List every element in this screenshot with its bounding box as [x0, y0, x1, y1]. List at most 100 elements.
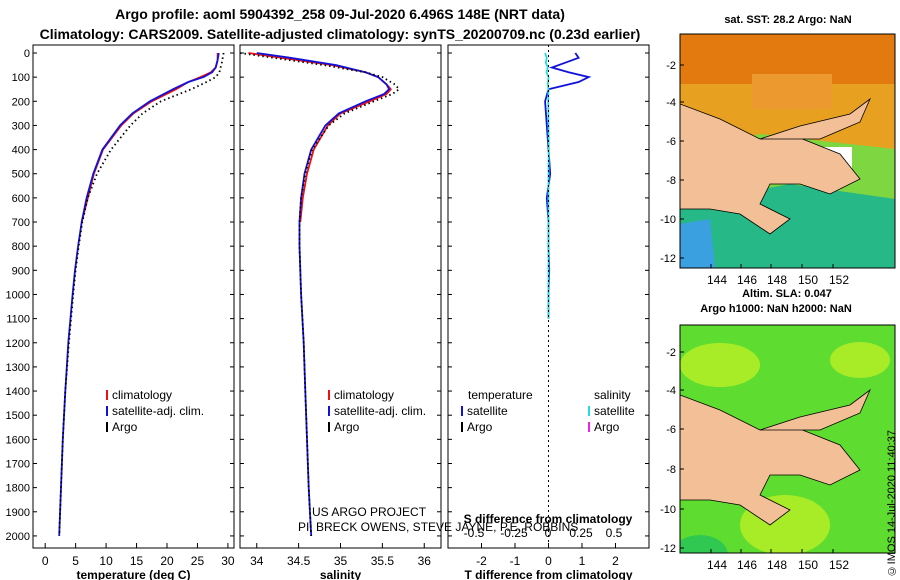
y-tick-label: 1000 — [6, 289, 30, 301]
legend-label: satellite — [467, 404, 508, 418]
map-frame-sla — [679, 324, 896, 554]
y-tick-label: 1200 — [6, 338, 30, 350]
map-title-argo-h: Argo h1000: NaN h2000: NaN — [700, 303, 852, 315]
series-line-climatology — [248, 52, 392, 223]
legend-label: Argo — [467, 420, 493, 434]
panel-temperature: 0100200300400500600700800900100011001200… — [6, 44, 235, 580]
map-field-sst — [680, 34, 895, 268]
lat-tick-label: -12 — [660, 253, 676, 265]
x-axis-label: T difference from climatology — [464, 568, 632, 580]
y-tick-label: 100 — [12, 72, 30, 84]
x-tick-label: 35.5 — [371, 554, 395, 568]
lat-tick-label: -6 — [666, 424, 676, 436]
lat-tick-label: -6 — [666, 136, 676, 148]
lat-tick-label: -10 — [660, 214, 676, 226]
land-new-britain — [759, 97, 871, 140]
y-tick-label: 2000 — [6, 531, 30, 543]
y-tick-label: 900 — [12, 265, 30, 277]
x-tick-label: 30 — [221, 554, 235, 568]
legend-label: satellite — [594, 404, 635, 418]
y-tick-label: 300 — [12, 120, 30, 132]
lat-tick-label: -8 — [666, 175, 676, 187]
map-sla: -2 -4 -6 -8 -10 -12 144 146 148 150 152 — [660, 324, 896, 572]
lon-tick-label: 150 — [798, 273, 818, 287]
sla-dark-blob — [680, 535, 728, 553]
map-sst: -2 -4 -6 -8 -10 -12 144 146 148 150 152 — [660, 33, 896, 287]
figure-title-line1: Argo profile: aoml 5904392_258 09-Jul-20… — [115, 6, 565, 22]
lon-tick-label: 150 — [798, 558, 818, 572]
series-line-satellite-adj-clim- — [58, 52, 220, 536]
lon-tick-label: 144 — [707, 273, 727, 287]
land-new-britain — [759, 388, 871, 431]
series-line-argo — [58, 52, 225, 536]
series-line-argo — [239, 52, 401, 536]
y-tick-label: 1700 — [6, 458, 30, 470]
lon-tick-label: 148 — [767, 558, 787, 572]
panel-frame-temperature — [32, 44, 235, 549]
x-tick-label: 34 — [250, 554, 264, 568]
lon-tick-label: 152 — [829, 558, 849, 572]
top-tick-label: 0.25 — [569, 526, 593, 540]
legend-label: Argo — [334, 420, 360, 434]
sla-yellow-blob — [680, 343, 760, 387]
x-tick-label: 20 — [160, 554, 174, 568]
copyright-credit: ©IMOS 14-Jul-2020 11:40:37 — [886, 429, 898, 576]
top-tick-label: 0.5 — [606, 526, 623, 540]
y-tick-label: 1600 — [6, 434, 30, 446]
lat-tick-label: -4 — [666, 385, 676, 397]
y-tick-label: 200 — [12, 96, 30, 108]
map-title-sla: Altim. SLA: 0.047 — [742, 288, 832, 300]
sst-blue-field — [680, 219, 715, 268]
y-tick-label: 700 — [12, 217, 30, 229]
lon-tick-label: 146 — [737, 558, 757, 572]
x-tick-label: 36 — [418, 554, 432, 568]
lon-tick-label: 152 — [829, 273, 849, 287]
legend-label: satellite-adj. clim. — [112, 404, 204, 418]
x-tick-label: -1 — [510, 554, 521, 568]
x-axis-label: temperature (deg C) — [76, 568, 190, 580]
legend-label: climatology — [334, 388, 394, 402]
sla-yellow-blob — [830, 342, 890, 378]
credit-line-1: US ARGO PROJECT — [312, 505, 427, 519]
lat-tick-label: -2 — [666, 347, 676, 359]
maps-group: -2 -4 -6 -8 -10 -12 144 146 148 150 152 -2 -4 -6 -8 -10… — [660, 14, 896, 572]
lon-tick-label: 146 — [737, 273, 757, 287]
x-tick-label: 10 — [99, 554, 113, 568]
x-axis-label: salinity — [320, 568, 362, 580]
map-frame-sst — [679, 33, 896, 269]
sst-orange-patch — [752, 74, 832, 109]
panel-difference: -2 -1 0 1 2T difference from climatology S di… — [447, 44, 650, 580]
x-tick-label: 2 — [612, 554, 619, 568]
y-tick-label: 1900 — [6, 507, 30, 519]
x-tick-label: 5 — [72, 554, 79, 568]
x-tick-label: 0 — [545, 554, 552, 568]
y-tick-label: 1800 — [6, 483, 30, 495]
x-axis-label-top: S difference from climatology — [464, 512, 633, 526]
x-tick-label: 15 — [130, 554, 144, 568]
x-tick-label: 1 — [579, 554, 586, 568]
x-tick-label: 0 — [42, 554, 49, 568]
y-tick-label: 600 — [12, 193, 30, 205]
x-tick-label: 35 — [334, 554, 348, 568]
map-field-sla — [680, 325, 895, 553]
legend-title-salinity: salinity — [594, 388, 631, 402]
figure-title-line2: Climatology: CARS2009. Satellite-adjuste… — [39, 26, 641, 42]
map-title-sst: sat. SST: 28.2 Argo: NaN — [724, 14, 851, 26]
x-tick-label: 34.5 — [287, 554, 311, 568]
legend-label: climatology — [112, 388, 172, 402]
y-tick-label: 1300 — [6, 362, 30, 374]
credit-line-2: PI: BRECK OWENS, STEVE JAYNE, P.E. ROBBI… — [298, 520, 578, 534]
lat-tick-label: -2 — [666, 60, 676, 72]
y-tick-label: 800 — [12, 241, 30, 253]
lat-tick-label: -4 — [666, 97, 676, 109]
y-tick-label: 1400 — [6, 386, 30, 398]
legend-label: Argo — [112, 420, 138, 434]
lat-tick-label: -8 — [666, 464, 676, 476]
legend-label: Argo — [594, 420, 620, 434]
lat-tick-label: -10 — [660, 504, 676, 516]
y-tick-label: 400 — [12, 145, 30, 157]
top-tick-label: 0 — [545, 526, 552, 540]
y-tick-label: 0 — [24, 48, 30, 60]
panel-frame-salinity — [239, 44, 442, 549]
